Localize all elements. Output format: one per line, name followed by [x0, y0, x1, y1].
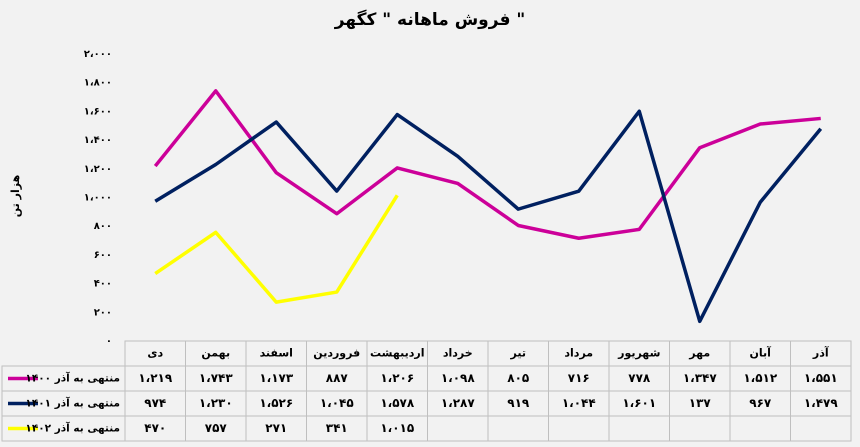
- series-line: [154, 194, 399, 304]
- table-value: ۷۱۶: [568, 371, 590, 385]
- table-value: ۴۷۰: [144, 421, 166, 435]
- table-value: ۸۸۷: [326, 371, 349, 385]
- x-tick-label: شهریور: [617, 347, 660, 360]
- y-tick-label: ۸۰۰: [94, 221, 112, 232]
- legend-label: منتهی به آذر ۱۴۰۲: [25, 422, 120, 435]
- table-value: ۱،۲۳۰: [199, 396, 233, 410]
- x-tick-label: اردیبهشت: [370, 347, 424, 360]
- legend-label: منتهی به آذر ۱۴۰۰: [25, 372, 120, 385]
- x-tick-label: آذر: [812, 346, 829, 360]
- chart-title: فروش ماهانه " کگهر ": [334, 9, 525, 30]
- x-tick-label: تیر: [510, 347, 526, 360]
- table-value: ۱۳۷: [689, 396, 712, 410]
- table-value: ۲۷۱: [265, 421, 287, 435]
- y-tick-label: ۱،۲۰۰: [84, 164, 112, 175]
- y-tick-label: ۱،۰۰۰: [84, 193, 112, 204]
- table-value: ۱،۲۰۶: [380, 371, 414, 385]
- table-cell: [790, 415, 852, 442]
- table-value: ۱،۴۷۹: [804, 396, 839, 410]
- table-value: ۱،۵۲۶: [259, 396, 293, 410]
- legend-label: منتهی به آذر ۱۴۰۱: [25, 397, 120, 410]
- table-value: ۱،۰۱۵: [380, 421, 414, 435]
- table-value: ۷۷۸: [628, 371, 651, 385]
- table-value: ۱،۲۱۹: [138, 371, 173, 385]
- y-tick-label: ۱،۴۰۰: [84, 135, 112, 146]
- table-value: ۷۵۷: [205, 421, 228, 435]
- table-value: ۱،۰۴۴: [562, 396, 596, 410]
- x-tick-label: دی: [147, 347, 163, 360]
- y-tick-label: ۲،۰۰۰: [84, 49, 112, 60]
- x-tick-label: مهر: [688, 347, 710, 360]
- x-tick-label: آبان: [750, 346, 772, 360]
- table-value: ۱،۰۴۵: [320, 396, 354, 410]
- table-value: ۱،۲۸۷: [441, 396, 476, 410]
- y-tick-label: ۶۰۰: [94, 250, 112, 261]
- table-value: ۸۰۵: [507, 371, 529, 385]
- table-value: ۱،۱۷۳: [259, 371, 294, 385]
- table-value: ۹۷۴: [144, 396, 166, 410]
- y-axis-label: هزار تن: [9, 175, 22, 217]
- y-tick-label: ۰: [106, 336, 112, 347]
- table-value: ۱،۷۴۳: [199, 371, 234, 385]
- x-tick-label: فروردین: [313, 347, 360, 360]
- y-tick-label: ۲۰۰: [94, 307, 112, 318]
- y-tick-label: ۱،۶۰۰: [84, 106, 112, 117]
- x-tick-label: بهمن: [201, 347, 230, 360]
- table-value: ۱،۵۱۲: [743, 371, 778, 385]
- y-tick-label: ۴۰۰: [94, 279, 112, 290]
- y-tick-label: ۱،۸۰۰: [84, 78, 112, 89]
- series-line: [153, 89, 821, 241]
- x-tick-label: مرداد: [564, 347, 593, 360]
- table-value: ۹۱۹: [507, 396, 530, 410]
- table-value: ۱،۵۷۸: [380, 396, 415, 410]
- series-line: [154, 109, 823, 324]
- table-value: ۱،۶۰۱: [622, 396, 656, 410]
- table-value: ۱،۰۹۸: [441, 371, 476, 385]
- x-tick-label: اسفند: [260, 347, 293, 360]
- table-value: ۹۶۷: [749, 396, 772, 410]
- x-tick-label: خرداد: [443, 347, 473, 360]
- table-value: ۱،۳۴۷: [683, 371, 718, 385]
- table-value: ۱،۵۵۱: [804, 371, 838, 385]
- table-value: ۳۴۱: [326, 421, 348, 435]
